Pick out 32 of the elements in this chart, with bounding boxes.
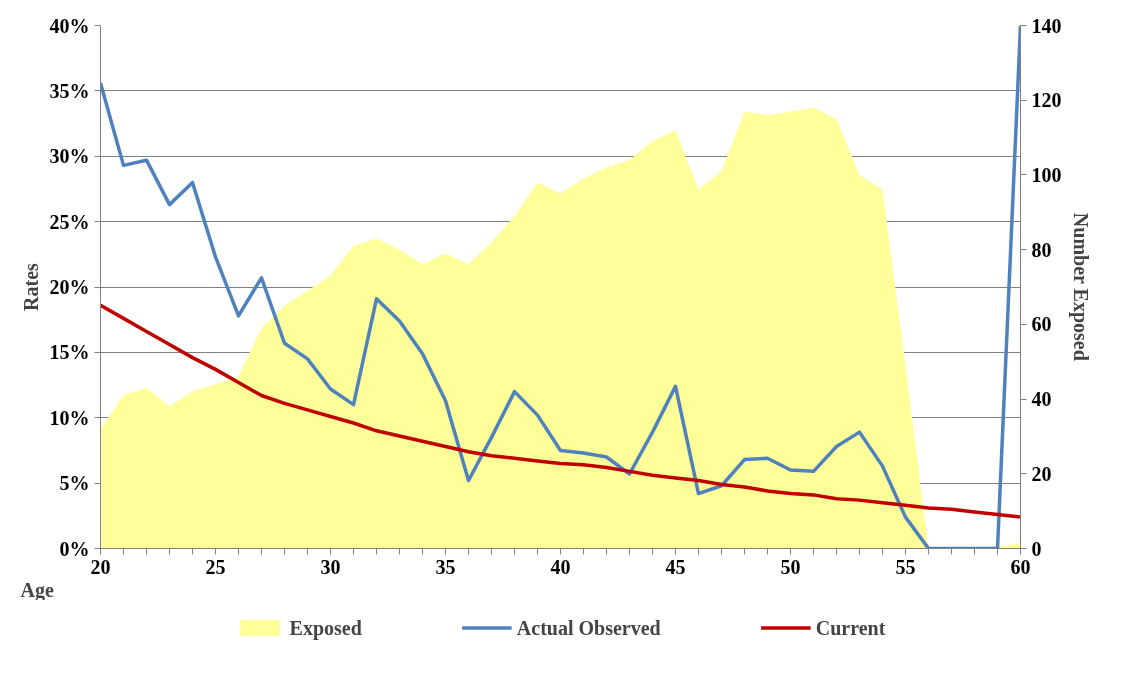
x-tick-label: 55 [895,555,916,578]
y-tick-label: 40% [49,14,90,37]
y2-axis-title: Number Exposed [1068,212,1092,361]
x-tick-label: 60 [1010,555,1031,578]
y2-tick-label: 80 [1031,238,1052,261]
y2-tick-label: 120 [1031,89,1062,112]
x-tick-label: 35 [435,555,456,578]
y-tick-label: 0% [59,537,90,560]
y-tick-label: 30% [49,145,90,168]
x-tick-label: 25 [205,555,226,578]
x-tick-label: 50 [780,555,801,578]
legend-label: Current [815,616,886,639]
y2-tick-label: 40 [1031,388,1052,411]
y-tick-label: 15% [49,341,90,364]
x-tick-label: 45 [665,555,686,578]
y-tick-label: 25% [49,210,90,233]
y-axis-title: Rates [19,262,42,311]
y-tick-label: 20% [49,276,90,298]
y-tick-label: 35% [49,79,90,102]
y-tick-label: 10% [49,406,90,429]
y2-tick-label: 60 [1031,313,1052,336]
x-tick-label: 20 [90,555,111,578]
y-tick-label: 5% [59,472,90,495]
y2-tick-label: 100 [1031,163,1062,186]
line-series [100,303,1021,519]
legend-label: Actual Observed [516,616,661,639]
legend-label: Exposed [289,616,362,639]
x-tick-label: 30 [320,555,341,578]
y2-tick-label: 0 [1031,537,1042,560]
y2-tick-label: 140 [1031,14,1062,37]
y2-tick-label: 20 [1031,462,1052,485]
x-tick-label: 40 [550,555,571,578]
